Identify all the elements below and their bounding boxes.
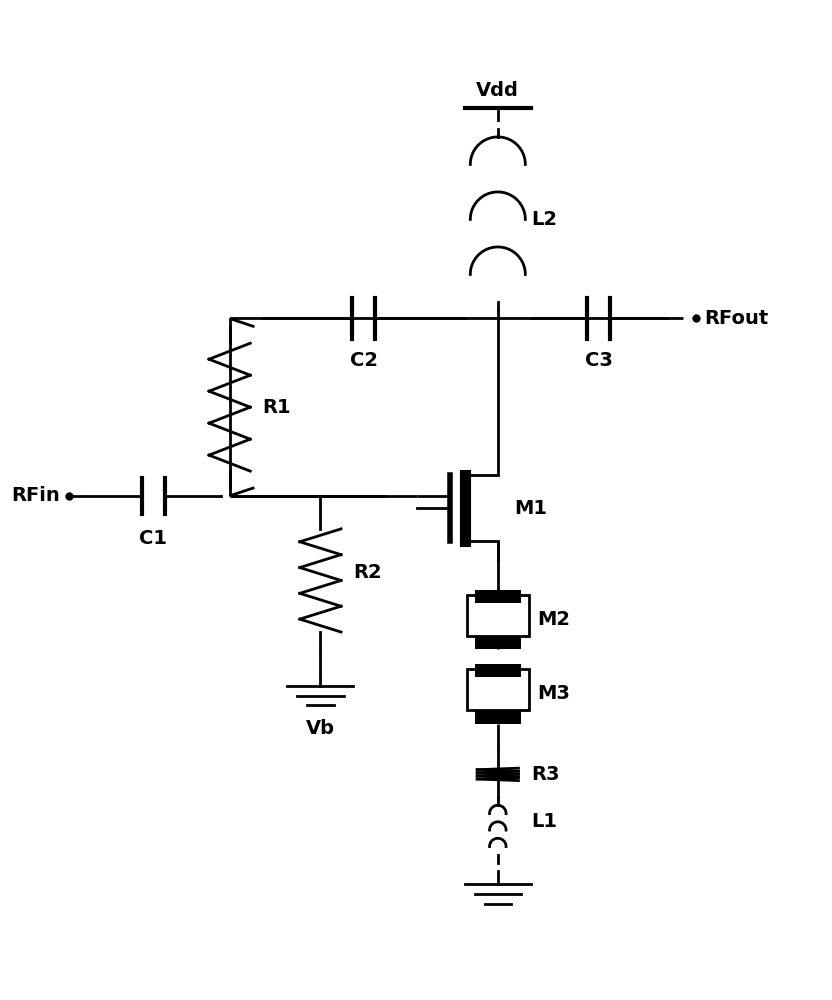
Text: Vb: Vb: [306, 719, 335, 738]
Text: R3: R3: [531, 765, 559, 784]
Text: R1: R1: [263, 398, 291, 417]
Bar: [467, 595, 529, 636]
Text: M1: M1: [514, 499, 547, 518]
Bar: [475, 590, 521, 603]
Text: RFout: RFout: [704, 309, 768, 328]
Bar: [475, 636, 521, 649]
Bar: [475, 664, 521, 677]
Text: C3: C3: [585, 351, 613, 370]
Text: L2: L2: [531, 210, 557, 229]
Text: Vdd: Vdd: [477, 81, 519, 100]
Text: M2: M2: [537, 610, 570, 629]
Text: L1: L1: [531, 812, 557, 831]
Text: M3: M3: [537, 684, 570, 703]
Text: RFin: RFin: [12, 486, 61, 505]
Bar: [467, 669, 529, 710]
Text: C1: C1: [139, 529, 167, 548]
Text: R2: R2: [354, 563, 382, 582]
Text: C2: C2: [349, 351, 378, 370]
Bar: [475, 710, 521, 724]
